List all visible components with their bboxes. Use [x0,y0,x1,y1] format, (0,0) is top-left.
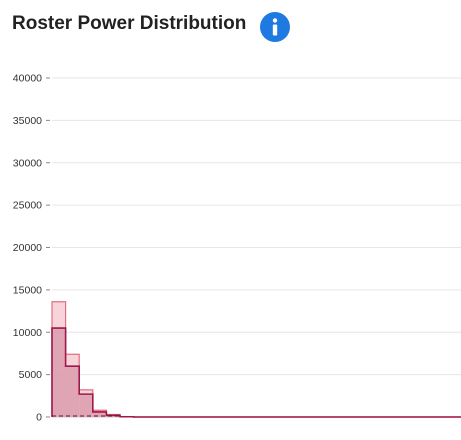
y-tick-label: 35000 [13,115,42,127]
y-tick-label: 0 [36,412,42,424]
y-tick-label: 40000 [13,73,42,85]
info-icon [260,12,290,42]
y-tick-label: 15000 [13,284,42,296]
y-tick-label: 5000 [19,369,43,381]
page-title: Roster Power Distribution [12,13,247,34]
histogram-bar [106,415,120,417]
y-tick-label: 25000 [13,200,42,212]
y-tick-label: 30000 [13,157,42,169]
y-tick-label: 20000 [13,242,42,254]
histogram-bar [92,411,107,417]
info-button[interactable] [260,12,290,42]
y-tick-label: 10000 [13,327,42,339]
series-outline [51,301,461,418]
series-dark [51,327,461,418]
histogram-bar [52,328,66,417]
histogram-bar [79,394,93,417]
series-light [51,301,461,418]
series-outline [51,327,461,418]
histogram-bar [65,366,80,417]
